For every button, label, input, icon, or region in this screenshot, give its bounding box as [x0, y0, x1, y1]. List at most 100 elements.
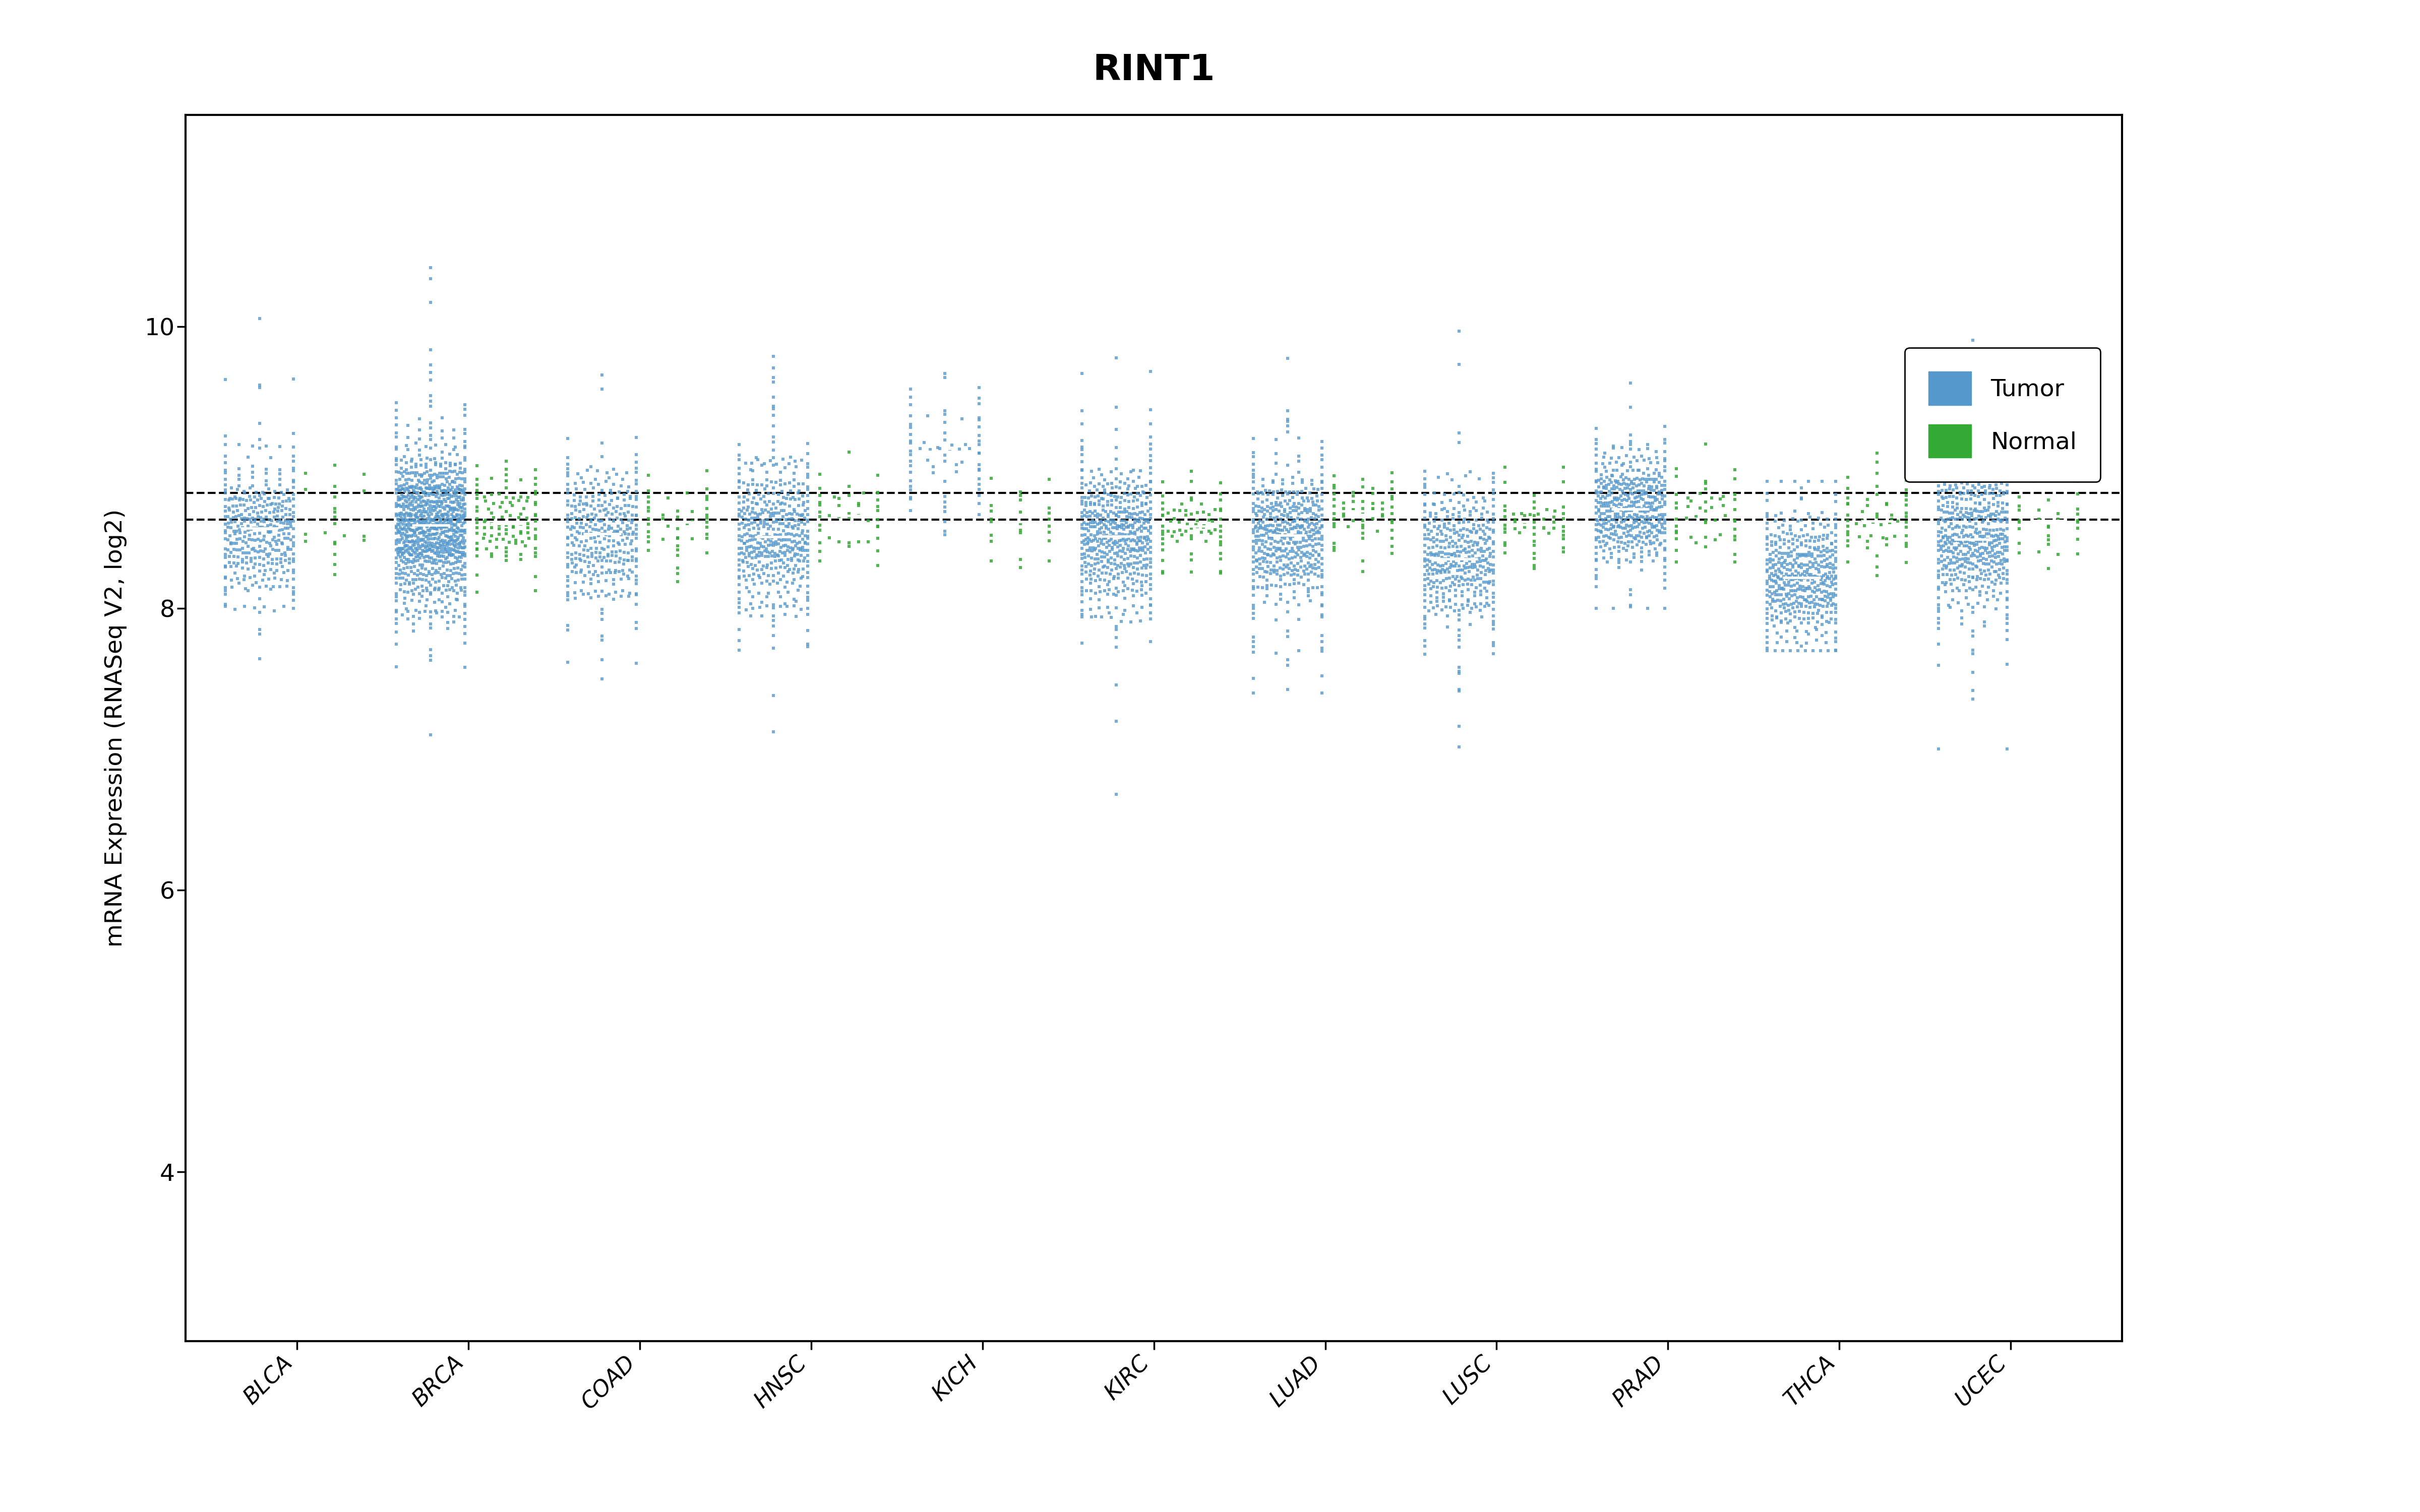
Point	[1805, 538, 1844, 562]
Point	[1808, 526, 1846, 550]
Point	[1101, 538, 1140, 562]
Point	[414, 469, 453, 493]
Point	[380, 543, 419, 567]
Point	[1871, 511, 1909, 535]
Point	[658, 499, 697, 523]
Point	[392, 588, 431, 612]
Point	[728, 550, 767, 575]
Point	[1474, 529, 1512, 553]
Point	[404, 519, 443, 543]
Point	[1750, 556, 1788, 581]
Point	[1183, 516, 1222, 540]
Point	[1830, 523, 1868, 547]
Point	[1290, 550, 1329, 575]
Point	[264, 522, 302, 546]
Point	[1984, 496, 2023, 520]
Point	[564, 582, 603, 606]
Point	[1796, 576, 1834, 600]
Point	[1079, 575, 1118, 599]
Point	[469, 497, 508, 522]
Point	[1786, 514, 1825, 538]
Point	[1433, 467, 1471, 491]
Point	[436, 599, 474, 623]
Point	[440, 523, 479, 547]
Point	[409, 503, 448, 528]
Point	[407, 520, 445, 544]
Point	[770, 502, 808, 526]
Point	[1953, 500, 1992, 525]
Point	[1474, 612, 1512, 637]
Point	[1953, 370, 1992, 395]
Point	[392, 485, 431, 510]
Point	[1771, 540, 1810, 564]
Point	[1921, 549, 1960, 573]
Point	[424, 426, 462, 451]
Point	[1646, 596, 1684, 620]
Point	[605, 532, 644, 556]
Point	[1658, 496, 1696, 520]
Point	[1089, 517, 1128, 541]
Point	[1888, 500, 1926, 525]
Point	[1234, 499, 1273, 523]
Point	[1096, 417, 1135, 442]
Point	[421, 529, 460, 553]
Point	[1776, 550, 1815, 575]
Point	[1423, 558, 1462, 582]
Point	[1815, 567, 1854, 591]
Point	[457, 522, 496, 546]
Point	[1764, 513, 1803, 537]
Point	[390, 562, 428, 587]
Point	[1062, 472, 1101, 496]
Point	[218, 514, 257, 538]
Point	[549, 426, 588, 451]
Point	[549, 526, 588, 550]
Point	[1643, 513, 1682, 537]
Point	[1089, 596, 1128, 620]
Point	[549, 464, 588, 488]
Point	[1931, 525, 1970, 549]
Point	[1626, 507, 1665, 531]
Point	[1454, 485, 1493, 510]
Point	[457, 507, 496, 531]
Point	[1111, 540, 1150, 564]
Point	[1079, 534, 1118, 558]
Point	[772, 538, 811, 562]
Point	[445, 614, 484, 638]
Point	[765, 543, 803, 567]
Point	[1087, 535, 1125, 559]
Point	[433, 417, 472, 442]
Point	[382, 494, 421, 519]
Point	[1592, 499, 1631, 523]
Point	[1919, 458, 1958, 482]
Point	[387, 513, 426, 537]
Point	[394, 523, 433, 547]
Point	[1767, 629, 1805, 653]
Point	[1457, 519, 1496, 543]
Point	[1810, 588, 1849, 612]
Point	[726, 451, 765, 475]
Point	[719, 600, 757, 624]
Point	[1280, 445, 1319, 469]
Point	[583, 537, 622, 561]
Point	[1074, 523, 1113, 547]
Point	[891, 386, 929, 410]
Point	[583, 431, 622, 455]
Point	[1752, 529, 1791, 553]
Point	[748, 493, 786, 517]
Point	[2018, 507, 2057, 531]
Point	[387, 485, 426, 510]
Point	[1638, 476, 1677, 500]
Point	[257, 516, 295, 540]
Point	[1929, 500, 1967, 525]
Point	[1067, 538, 1106, 562]
Point	[760, 508, 799, 532]
Point	[1447, 572, 1486, 596]
Point	[1975, 510, 2013, 534]
Point	[1278, 507, 1316, 531]
Point	[392, 475, 431, 499]
Point	[419, 503, 457, 528]
Point	[237, 488, 276, 513]
Point	[782, 510, 820, 534]
Point	[407, 511, 445, 535]
Point	[1067, 555, 1106, 579]
